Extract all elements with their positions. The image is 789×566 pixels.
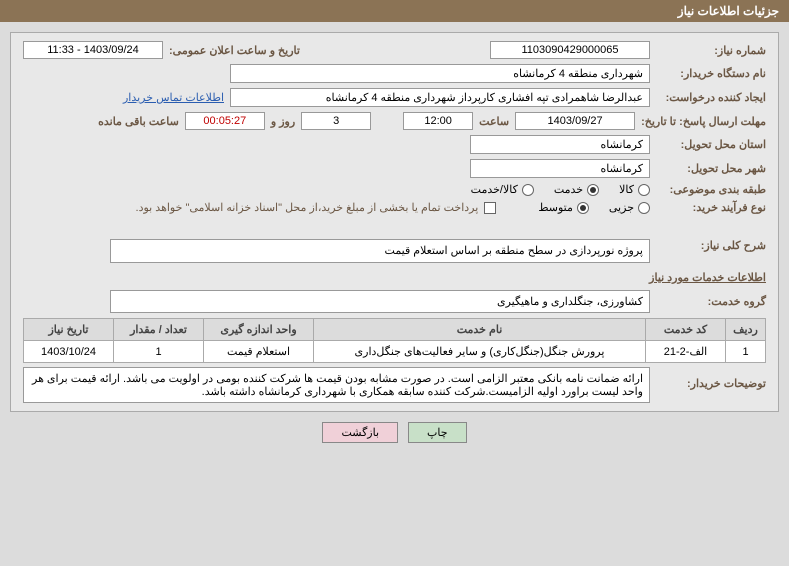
cell-unit: استعلام قیمت xyxy=(204,341,314,363)
radio-circle-icon xyxy=(638,184,650,196)
page-title: جزئیات اطلاعات نیاز xyxy=(678,4,779,18)
remaining-days-field: 3 xyxy=(301,112,371,130)
radio-circle-icon xyxy=(577,202,589,214)
radio-circle-icon xyxy=(522,184,534,196)
main-container: شماره نیاز: 1103090429000065 تاریخ و ساع… xyxy=(0,22,789,453)
remaining-days-label: روز و xyxy=(271,115,295,128)
announce-date-label: تاریخ و ساعت اعلان عمومی: xyxy=(169,44,300,57)
row-category: طبقه بندی موضوعی: کالا خدمت کالا/خدمت xyxy=(23,183,766,196)
th-quantity: تعداد / مقدار xyxy=(114,319,204,341)
purchase-type-radio-group: جزیی متوسط xyxy=(538,201,650,214)
table-header-row: ردیف کد خدمت نام خدمت واحد اندازه گیری ت… xyxy=(24,319,766,341)
deadline-label: مهلت ارسال پاسخ: تا تاریخ: xyxy=(641,115,766,128)
need-desc-label: شرح کلی نیاز: xyxy=(656,239,766,252)
radio-medium-label: متوسط xyxy=(538,201,573,214)
th-service-name: نام خدمت xyxy=(314,319,646,341)
print-button[interactable]: چاپ xyxy=(408,422,467,443)
requester-field: عبدالرضا شاهمرادی تپه افشاری کارپرداز شه… xyxy=(230,88,650,107)
need-number-field: 1103090429000065 xyxy=(490,41,650,59)
radio-dot-icon xyxy=(590,187,596,193)
city-label: شهر محل تحویل: xyxy=(656,162,766,175)
payment-checkbox[interactable] xyxy=(484,202,496,214)
radio-dot-icon xyxy=(580,205,586,211)
radio-goods-label: کالا xyxy=(619,183,634,196)
table-row: 1 الف-2-21 پرورش جنگل(جنگل‌کاری) و سایر … xyxy=(24,341,766,363)
category-label: طبقه بندی موضوعی: xyxy=(656,183,766,196)
deadline-time-field: 12:00 xyxy=(403,112,473,130)
th-service-code: کد خدمت xyxy=(646,319,726,341)
announce-date-field: 1403/09/24 - 11:33 xyxy=(23,41,163,59)
row-buyer-notes: توضیحات خریدار: ارائه ضمانت نامه بانکی م… xyxy=(23,367,766,403)
cell-name: پرورش جنگل(جنگل‌کاری) و سایر فعالیت‌های … xyxy=(314,341,646,363)
radio-circle-icon xyxy=(587,184,599,196)
buyer-org-label: نام دستگاه خریدار: xyxy=(656,67,766,80)
radio-circle-icon xyxy=(638,202,650,214)
service-group-label: گروه خدمت: xyxy=(656,295,766,308)
button-row: چاپ بازگشت xyxy=(10,422,779,443)
need-number-label: شماره نیاز: xyxy=(656,44,766,57)
buyer-notes-field: ارائه ضمانت نامه بانکی معتبر الزامی است.… xyxy=(23,367,650,403)
back-button[interactable]: بازگشت xyxy=(322,422,398,443)
buyer-notes-label: توضیحات خریدار: xyxy=(656,367,766,390)
radio-partial[interactable]: جزیی xyxy=(609,201,650,214)
form-panel: شماره نیاز: 1103090429000065 تاریخ و ساع… xyxy=(10,32,779,412)
need-desc-field: پروژه نورپردازی در سطح منطقه بر اساس است… xyxy=(110,239,650,263)
row-province: استان محل تحویل: کرمانشاه xyxy=(23,135,766,154)
row-need-desc: شرح کلی نیاز: پروژه نورپردازی در سطح منط… xyxy=(23,239,766,263)
radio-goods[interactable]: کالا xyxy=(619,183,650,196)
radio-goods-service[interactable]: کالا/خدمت xyxy=(471,183,534,196)
radio-partial-label: جزیی xyxy=(609,201,634,214)
row-purchase-type: نوع فرآیند خرید: جزیی متوسط پرداخت تمام … xyxy=(23,201,766,214)
remaining-time-field: 00:05:27 xyxy=(185,112,265,130)
cell-date: 1403/10/24 xyxy=(24,341,114,363)
deadline-date-field: 1403/09/27 xyxy=(515,112,635,130)
deadline-time-label: ساعت xyxy=(479,115,509,128)
row-deadline: مهلت ارسال پاسخ: تا تاریخ: 1403/09/27 سا… xyxy=(23,112,766,130)
purchase-type-label: نوع فرآیند خرید: xyxy=(656,201,766,214)
th-need-date: تاریخ نیاز xyxy=(24,319,114,341)
requester-label: ایجاد کننده درخواست: xyxy=(656,91,766,104)
row-city: شهر محل تحویل: کرمانشاه xyxy=(23,159,766,178)
remaining-label: ساعت باقی مانده xyxy=(98,115,179,128)
radio-service[interactable]: خدمت xyxy=(554,183,599,196)
th-row: ردیف xyxy=(726,319,766,341)
city-field: کرمانشاه xyxy=(470,159,650,178)
buyer-contact-link[interactable]: اطلاعات تماس خریدار xyxy=(123,91,224,104)
th-unit: واحد اندازه گیری xyxy=(204,319,314,341)
radio-goods-service-label: کالا/خدمت xyxy=(471,183,518,196)
row-requester: ایجاد کننده درخواست: عبدالرضا شاهمرادی ت… xyxy=(23,88,766,107)
radio-service-label: خدمت xyxy=(554,183,583,196)
cell-row: 1 xyxy=(726,341,766,363)
row-buyer-org: نام دستگاه خریدار: شهرداری منطقه 4 کرمان… xyxy=(23,64,766,83)
page-header: جزئیات اطلاعات نیاز xyxy=(0,0,789,22)
service-group-field: کشاورزی، جنگلداری و ماهیگیری xyxy=(110,290,650,313)
province-field: کرمانشاه xyxy=(470,135,650,154)
cell-qty: 1 xyxy=(114,341,204,363)
services-table: ردیف کد خدمت نام خدمت واحد اندازه گیری ت… xyxy=(23,318,766,363)
category-radio-group: کالا خدمت کالا/خدمت xyxy=(471,183,650,196)
row-service-group: گروه خدمت: کشاورزی، جنگلداری و ماهیگیری xyxy=(23,290,766,313)
radio-medium[interactable]: متوسط xyxy=(538,201,589,214)
services-section-title: اطلاعات خدمات مورد نیاز xyxy=(23,271,766,284)
cell-code: الف-2-21 xyxy=(646,341,726,363)
buyer-org-field: شهرداری منطقه 4 کرمانشاه xyxy=(230,64,650,83)
row-need-number: شماره نیاز: 1103090429000065 تاریخ و ساع… xyxy=(23,41,766,59)
province-label: استان محل تحویل: xyxy=(656,138,766,151)
payment-note: پرداخت تمام یا بخشی از مبلغ خرید،از محل … xyxy=(136,201,479,214)
